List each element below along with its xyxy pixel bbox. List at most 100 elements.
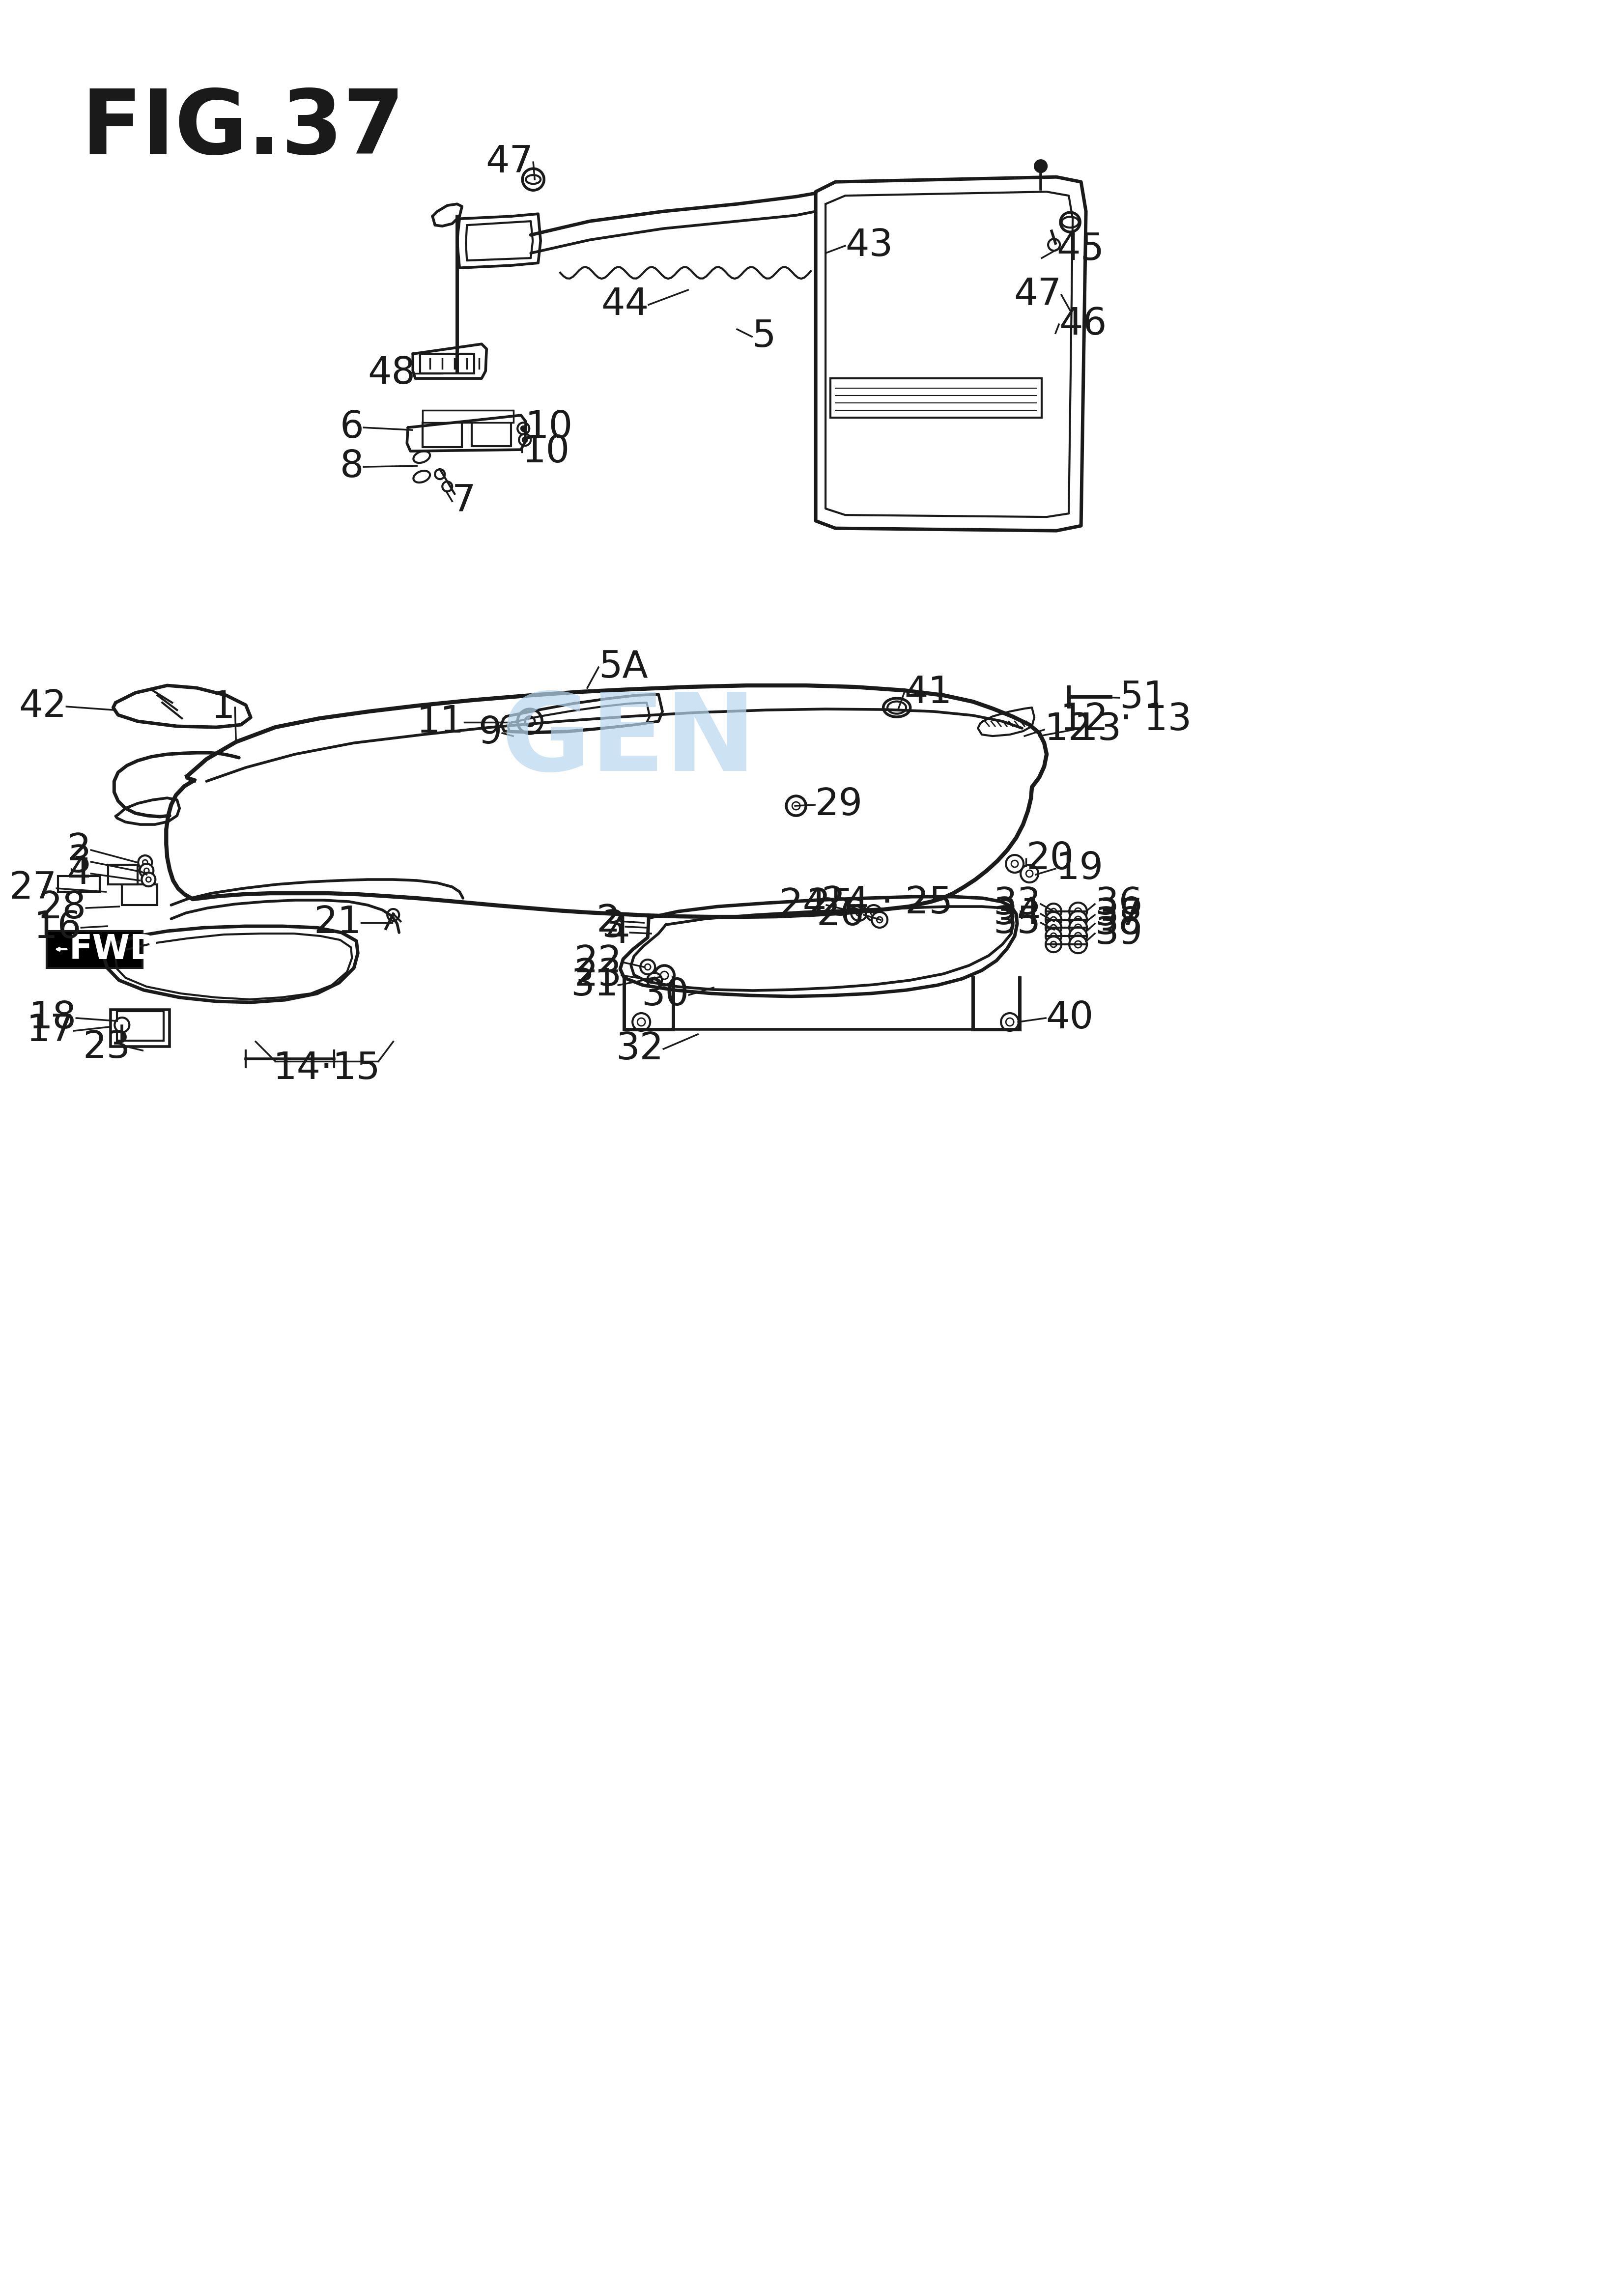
Text: 5A: 5A (598, 650, 648, 687)
Ellipse shape (526, 174, 541, 184)
Bar (423, 422, 462, 448)
Text: 19: 19 (1056, 850, 1103, 886)
Text: 33: 33 (993, 886, 1040, 923)
Text: 18: 18 (29, 999, 76, 1035)
Text: 16: 16 (34, 909, 81, 946)
Circle shape (1045, 928, 1061, 944)
Text: 45: 45 (1056, 232, 1105, 269)
Circle shape (1045, 912, 1061, 928)
Text: 37: 37 (1095, 898, 1142, 932)
Text: 28: 28 (39, 891, 86, 925)
Text: 21: 21 (314, 905, 361, 941)
Circle shape (138, 856, 152, 870)
Bar (423, 411, 514, 422)
Text: 2: 2 (596, 902, 620, 939)
Circle shape (387, 909, 399, 921)
Circle shape (442, 482, 452, 491)
Text: 42: 42 (19, 689, 66, 726)
Text: 23: 23 (83, 1029, 130, 1065)
Circle shape (115, 1017, 130, 1033)
Text: 5: 5 (752, 319, 776, 356)
Ellipse shape (1061, 216, 1079, 227)
Text: 17: 17 (26, 1013, 75, 1049)
Circle shape (654, 967, 674, 985)
Circle shape (1074, 941, 1082, 948)
Circle shape (1021, 866, 1038, 882)
Ellipse shape (888, 700, 906, 714)
Bar (58, 877, 100, 891)
Circle shape (1069, 934, 1087, 953)
Bar (121, 884, 157, 905)
Text: 9: 9 (478, 714, 502, 751)
Circle shape (876, 916, 883, 923)
Ellipse shape (413, 450, 429, 464)
Circle shape (1035, 161, 1047, 172)
Circle shape (1074, 932, 1082, 939)
Circle shape (865, 905, 881, 921)
Circle shape (1006, 854, 1024, 872)
Circle shape (525, 716, 535, 726)
Circle shape (144, 868, 149, 872)
Text: 8: 8 (340, 448, 365, 484)
Circle shape (640, 960, 654, 974)
Circle shape (1045, 921, 1061, 934)
Text: 24: 24 (779, 886, 826, 923)
Circle shape (1069, 912, 1087, 928)
Circle shape (855, 909, 862, 916)
Text: 25: 25 (807, 886, 854, 923)
Circle shape (1001, 1013, 1019, 1031)
Text: 12 · 13: 12 · 13 (1061, 703, 1192, 737)
Bar (117, 1010, 164, 1040)
Circle shape (645, 964, 651, 969)
Circle shape (522, 436, 528, 443)
Text: 32: 32 (616, 1031, 664, 1068)
Text: 20: 20 (1025, 840, 1074, 877)
Text: 6: 6 (340, 409, 365, 445)
FancyBboxPatch shape (47, 932, 143, 969)
Text: 47: 47 (1014, 278, 1061, 312)
Circle shape (1074, 907, 1082, 914)
Circle shape (648, 974, 663, 987)
Circle shape (651, 978, 658, 983)
Circle shape (872, 909, 876, 916)
Circle shape (872, 912, 888, 928)
Ellipse shape (883, 698, 910, 716)
Circle shape (1051, 941, 1056, 948)
Circle shape (434, 468, 446, 480)
Circle shape (518, 434, 531, 445)
Circle shape (522, 427, 526, 432)
Text: 31: 31 (570, 967, 619, 1003)
Circle shape (1061, 211, 1081, 232)
Circle shape (141, 872, 156, 886)
Circle shape (637, 1017, 645, 1026)
Text: 51: 51 (1119, 680, 1166, 716)
Text: 38: 38 (1095, 905, 1142, 941)
Text: 10: 10 (522, 434, 570, 471)
Text: 10: 10 (525, 409, 572, 445)
Text: FWD: FWD (70, 932, 159, 967)
Circle shape (1045, 937, 1061, 953)
Circle shape (632, 1013, 650, 1031)
Text: 24 · 25: 24 · 25 (821, 884, 953, 921)
Circle shape (517, 422, 530, 434)
Text: 39: 39 (1095, 916, 1142, 953)
Circle shape (143, 861, 147, 866)
Text: 34: 34 (993, 895, 1040, 932)
Text: 22: 22 (573, 944, 622, 980)
Circle shape (146, 877, 151, 882)
Circle shape (522, 168, 544, 191)
Circle shape (792, 801, 800, 810)
Bar (110, 1010, 170, 1047)
Circle shape (139, 863, 154, 877)
Text: 4: 4 (66, 856, 91, 891)
Bar (420, 354, 475, 374)
Text: 40: 40 (1045, 999, 1094, 1035)
Text: FIG.37: FIG.37 (81, 85, 405, 172)
Circle shape (851, 905, 867, 921)
Text: 14·15: 14·15 (274, 1052, 381, 1086)
Circle shape (1069, 918, 1087, 937)
Text: 29: 29 (815, 788, 862, 822)
Text: 4: 4 (606, 914, 630, 951)
Text: 3: 3 (601, 909, 625, 946)
Text: 30: 30 (642, 976, 688, 1013)
